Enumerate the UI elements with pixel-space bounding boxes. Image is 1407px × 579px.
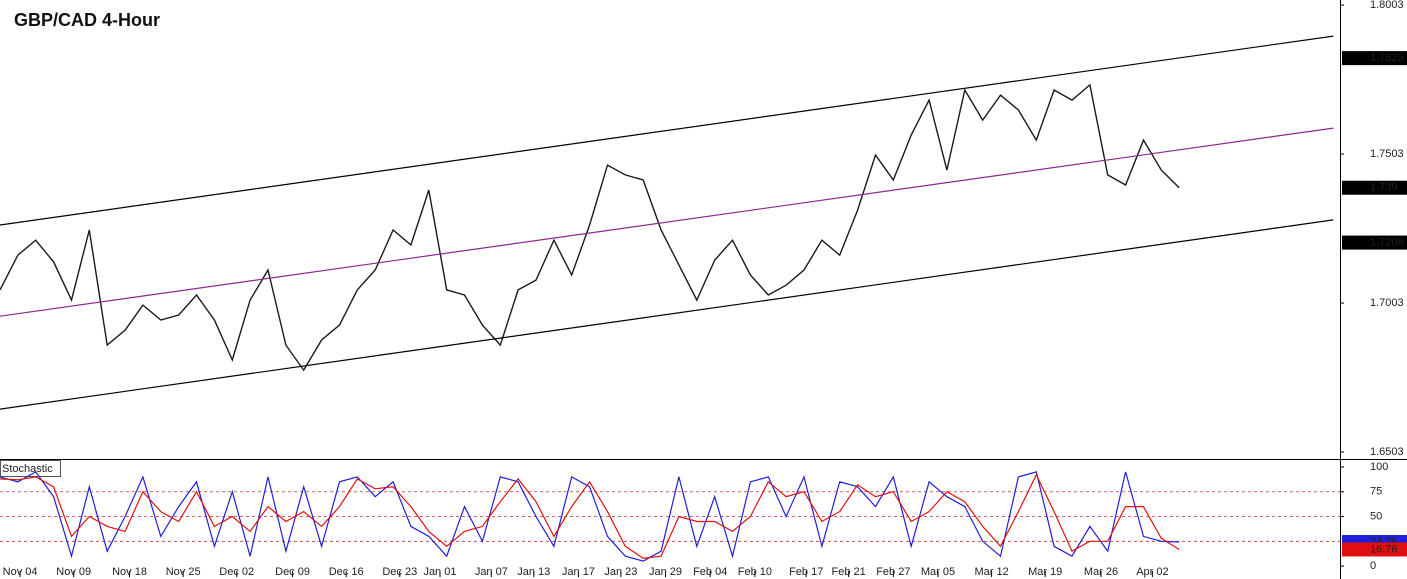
level-box [1342,51,1407,66]
y-tick-label: 1.7003 [1370,297,1404,309]
x-tick-label: Jan 01 [423,566,456,578]
last-value-box [1342,180,1407,195]
y-tick-label: 1.8003 [1370,0,1404,11]
last-value-label: 16.76 [1370,543,1398,555]
last-value-box [1342,542,1407,557]
x-tick-label: Jan 17 [562,566,595,578]
x-tick-label: Nov 18 [112,566,147,578]
level-label: 1.7825 [1370,52,1404,64]
x-tick-label: Nov 25 [166,566,201,578]
y-tick-label: 50 [1370,510,1382,522]
level-label: 1.7206 [1370,236,1404,248]
x-tick-label: Jan 29 [649,566,682,578]
x-tick-label: Mar 26 [1084,566,1118,578]
x-tick-label: Apr 02 [1136,566,1168,578]
level-box [1342,235,1407,250]
x-tick-label: Mar 12 [974,566,1008,578]
x-tick-label: Feb 10 [738,566,772,578]
x-tick-label: Jan 13 [517,566,550,578]
indicator-label-box [0,460,61,477]
x-tick-label: Nov 09 [56,566,91,578]
x-tick-label: Dec 16 [329,566,364,578]
x-tick-label: Dec 02 [219,566,254,578]
y-tick-label: 75 [1370,486,1382,498]
series-line [0,127,1334,317]
x-tick-label: Jan 23 [604,566,637,578]
chart-title: GBP/CAD 4-Hour [14,10,160,30]
series-line [0,473,1180,559]
x-tick-label: Jan 07 [475,566,508,578]
x-tick-label: Nov 04 [3,566,38,578]
x-tick-label: Feb 27 [876,566,910,578]
series-line [0,83,1180,372]
y-tick-label: 1.7503 [1370,148,1404,160]
y-tick-label: 100 [1370,461,1388,473]
indicator-title: Stochastic [2,463,53,475]
x-tick-label: Feb 04 [693,566,727,578]
series-line [0,219,1334,410]
x-tick-label: Dec 09 [275,566,310,578]
x-tick-label: Mar 19 [1028,566,1062,578]
x-tick-label: Dec 23 [382,566,417,578]
last-value-label: 1.739 [1370,182,1398,194]
series-line [0,35,1334,226]
x-tick-label: Mar 05 [921,566,955,578]
x-tick-label: Feb 21 [832,566,866,578]
y-tick-label: 1.6503 [1370,446,1404,458]
x-tick-label: Feb 17 [789,566,823,578]
series-line [0,471,1180,562]
y-tick-label: 0 [1370,560,1376,572]
